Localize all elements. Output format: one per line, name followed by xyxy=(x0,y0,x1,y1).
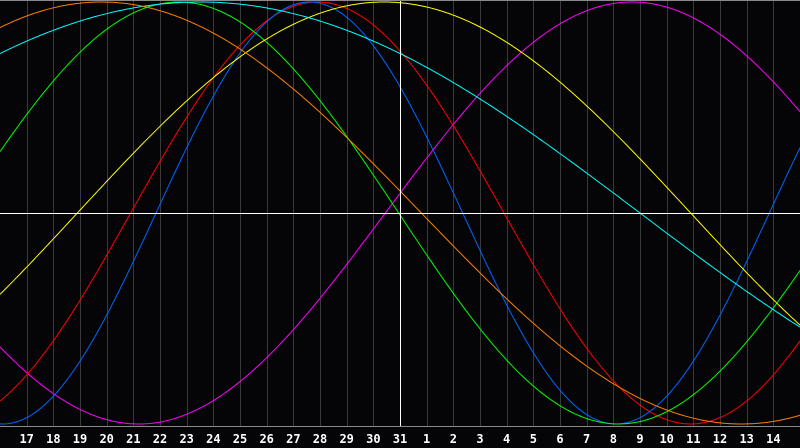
x-tick-labels: 17 18 19 20 21 22 23 24 25 26 27 28 29 30 31 1 2 3 4 5 6 7 8 9 1… xyxy=(19,432,780,446)
x-tick-label: 19 xyxy=(73,432,87,446)
axes xyxy=(0,0,800,427)
x-tick-label: 27 xyxy=(286,432,300,446)
x-tick-label: 24 xyxy=(206,432,220,446)
x-tick-label: 30 xyxy=(366,432,380,446)
x-tick-label: 10 xyxy=(659,432,673,446)
x-tick-label: 11 xyxy=(686,432,700,446)
x-tick-label: 25 xyxy=(233,432,247,446)
x-tick-label: 3 xyxy=(476,432,483,446)
x-tick-label: 21 xyxy=(126,432,140,446)
x-tick-label: 17 xyxy=(19,432,33,446)
x-tick-label: 18 xyxy=(46,432,60,446)
x-tick-label: 22 xyxy=(153,432,167,446)
x-tick-label: 1 xyxy=(423,432,430,446)
x-tick-label: 20 xyxy=(99,432,113,446)
x-tick-label: 23 xyxy=(179,432,193,446)
x-tick-label: 12 xyxy=(713,432,727,446)
x-tick-label: 6 xyxy=(556,432,563,446)
x-tick-label: 28 xyxy=(313,432,327,446)
x-tick-label: 9 xyxy=(636,432,643,446)
x-tick-label: 31 xyxy=(393,432,407,446)
x-tick-label: 5 xyxy=(530,432,537,446)
x-tick-label: 29 xyxy=(339,432,353,446)
x-tick-label: 2 xyxy=(450,432,457,446)
x-tick-label: 14 xyxy=(766,432,780,446)
x-tick-label: 4 xyxy=(503,432,510,446)
x-tick-label: 7 xyxy=(583,432,590,446)
x-tick-label: 26 xyxy=(259,432,273,446)
x-tick-label: 8 xyxy=(610,432,617,446)
x-tick-label: 13 xyxy=(739,432,753,446)
